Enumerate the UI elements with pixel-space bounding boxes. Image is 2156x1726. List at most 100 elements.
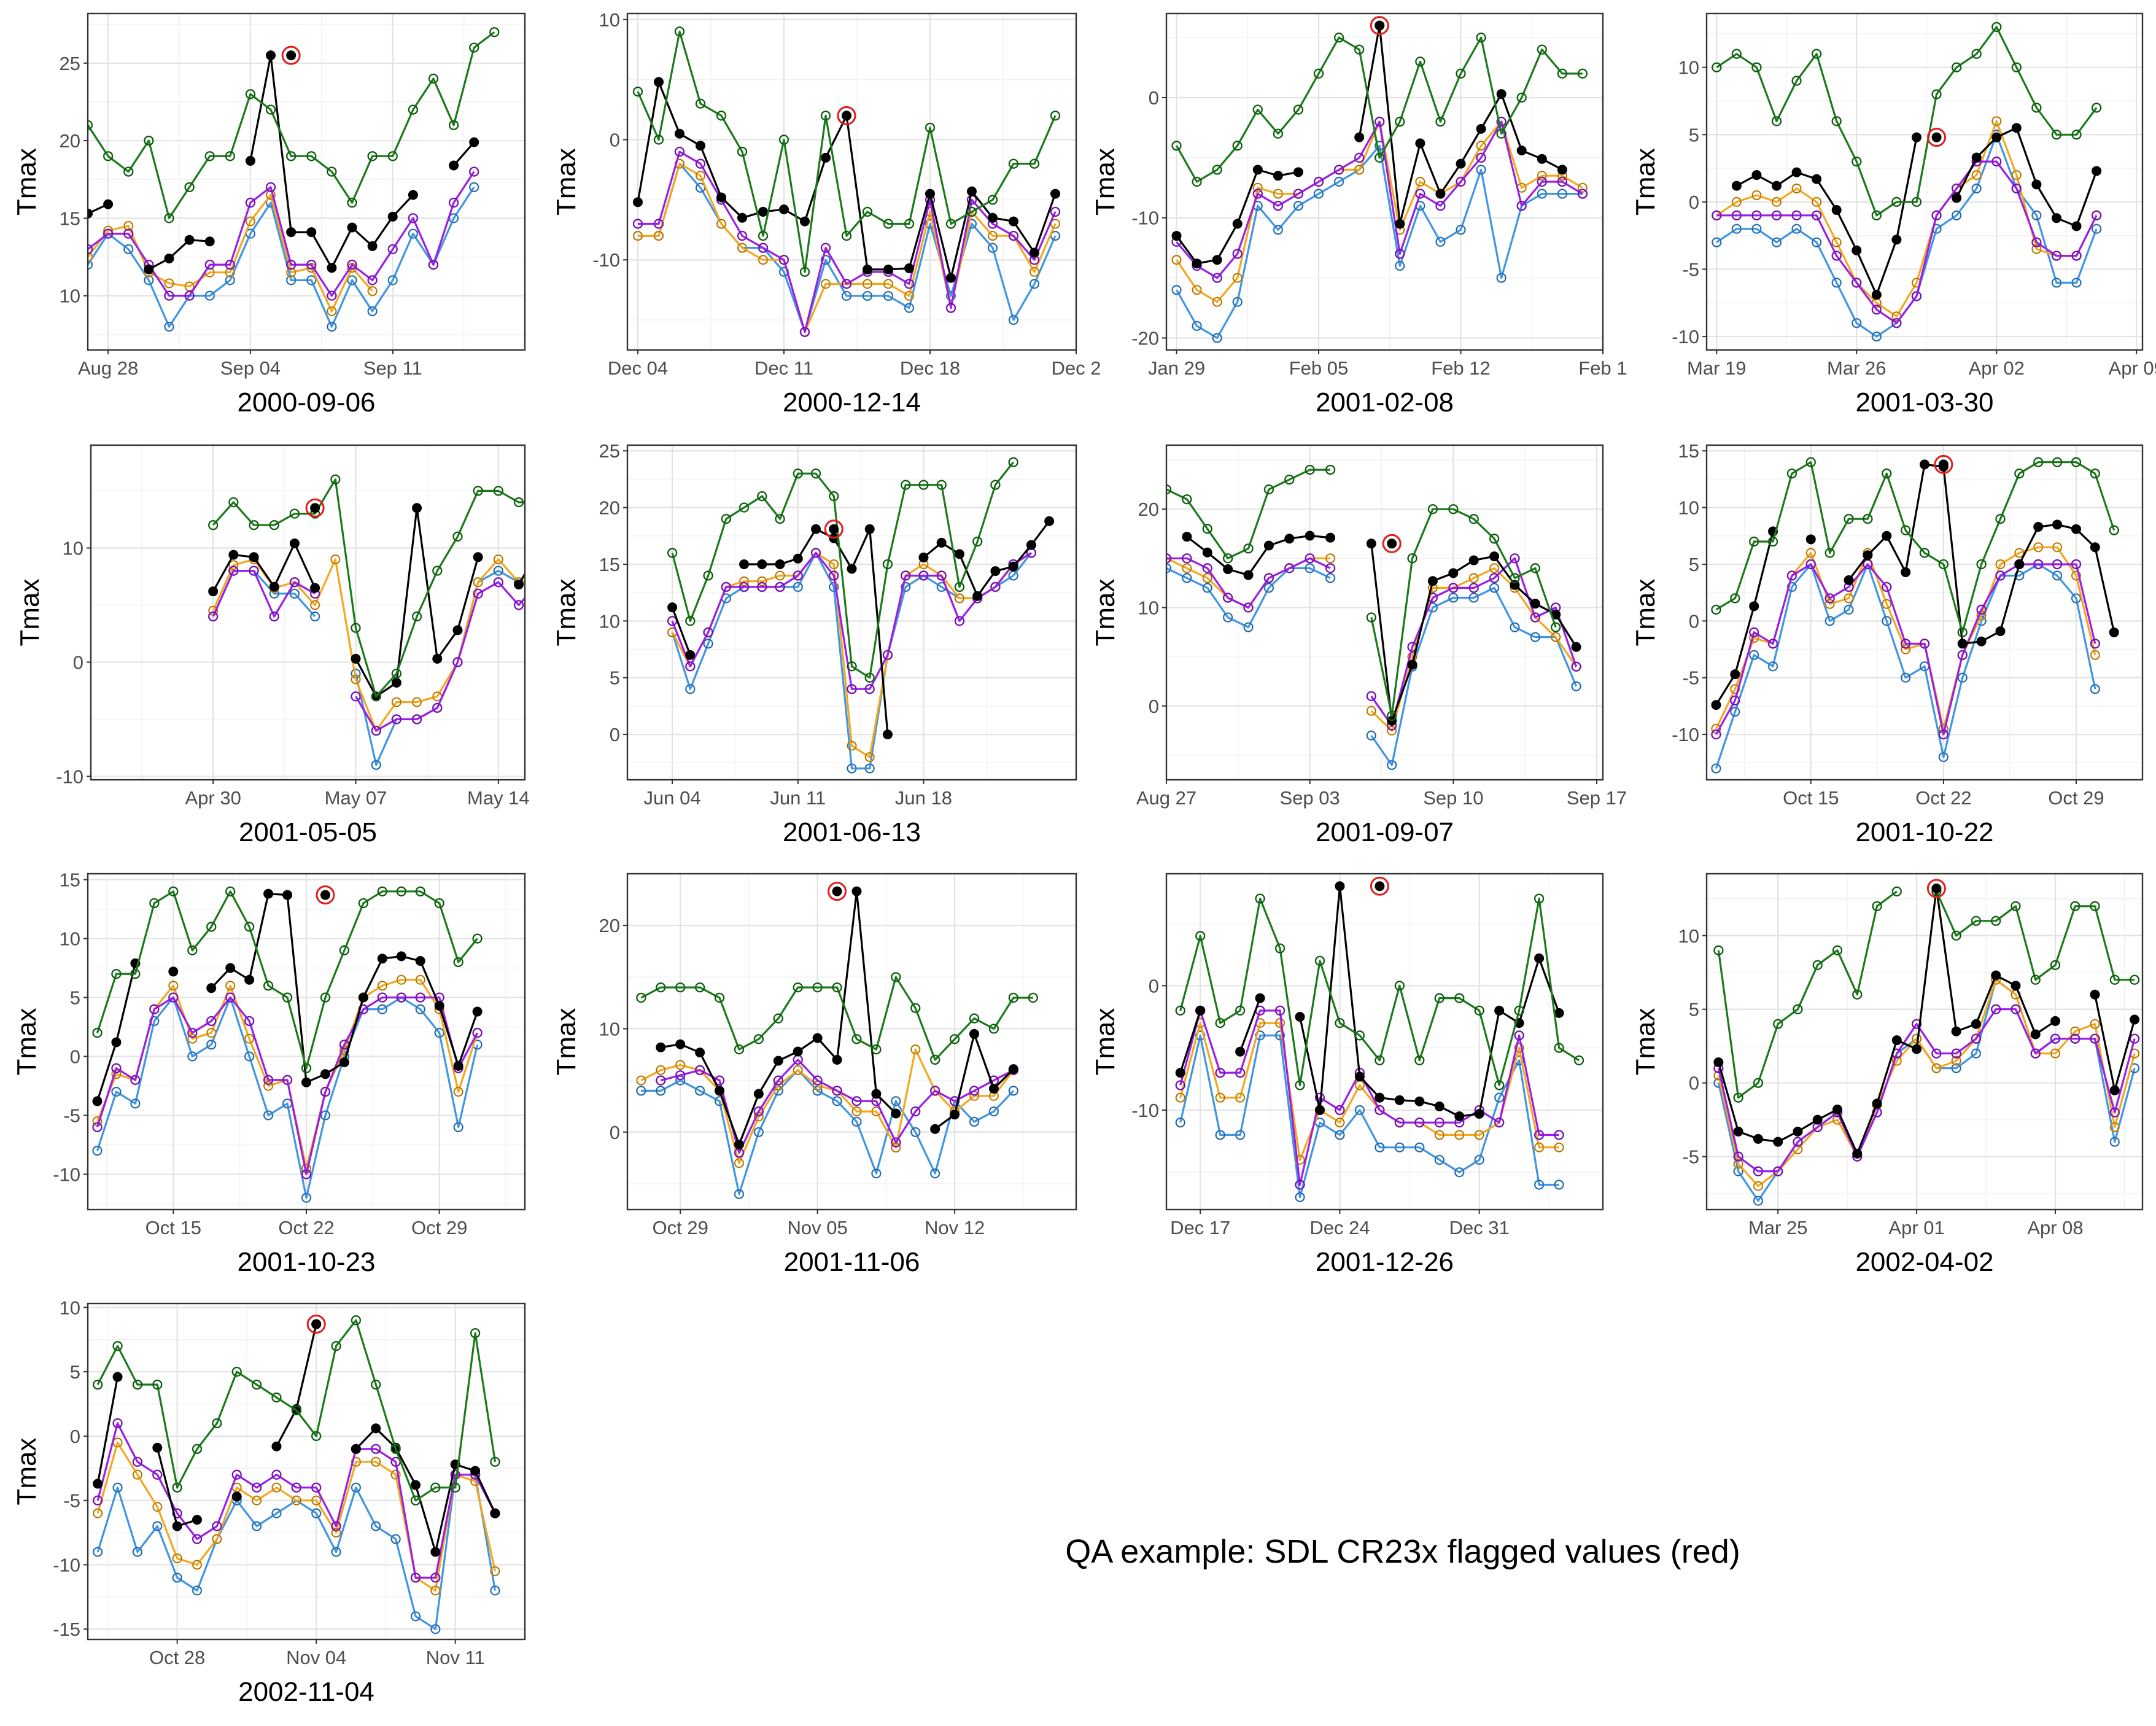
data-point-outline — [412, 714, 422, 724]
data-point-outline — [416, 1005, 425, 1014]
data-point-purple — [430, 1572, 441, 1583]
data-point-green — [1354, 1030, 1365, 1041]
data-point-black — [1793, 1126, 1803, 1137]
data-point-outline — [1355, 1030, 1365, 1040]
data-point-outline — [696, 171, 705, 181]
data-point-purple — [1476, 152, 1486, 163]
data-point-blue — [187, 1051, 198, 1062]
data-point-outline — [2070, 1027, 2080, 1036]
data-point-outline — [1901, 639, 1910, 648]
x-tick-label: Oct 29 — [2048, 787, 2104, 809]
data-point-green — [2109, 525, 2119, 535]
data-point-green — [450, 1482, 460, 1493]
data-point-green — [1273, 128, 1284, 139]
flagged-marker — [1927, 128, 1947, 147]
data-point-outline — [2090, 1019, 2100, 1029]
data-point-black — [1911, 132, 1921, 142]
data-point-outline — [774, 1076, 783, 1086]
data-point-orange — [1335, 1117, 1345, 1128]
data-point-outline — [290, 589, 300, 599]
data-point-outline — [883, 291, 893, 301]
data-point-orange — [2014, 548, 2025, 558]
data-point-outline — [1264, 583, 1274, 593]
data-point-black — [1771, 181, 1782, 191]
data-point-green — [1008, 158, 1019, 169]
data-point-outline — [576, 453, 584, 461]
panel-border — [626, 873, 1077, 1211]
data-point-black — [266, 50, 276, 61]
data-point-outline — [2050, 1034, 2060, 1044]
data-point-black — [1044, 516, 1055, 526]
data-point-outline — [1253, 189, 1263, 199]
data-point-outline — [950, 1096, 960, 1106]
data-point-outline — [1732, 211, 1742, 220]
data-point-black — [1009, 216, 1018, 227]
data-point-green — [1530, 563, 1541, 573]
data-point-outline — [865, 684, 875, 694]
data-point-outline — [205, 151, 215, 161]
data-point-black — [696, 141, 705, 151]
series-layer — [207, 453, 584, 771]
data-point-green — [988, 1024, 999, 1034]
data-point-orange — [535, 555, 543, 564]
flagged-point — [829, 524, 839, 534]
data-point-purple — [391, 714, 402, 725]
data-point-blue — [1753, 1195, 1764, 1206]
data-point-outline — [1273, 189, 1283, 199]
data-point-outline — [946, 303, 956, 313]
data-point-orange — [228, 560, 239, 570]
data-point-green — [1434, 993, 1444, 1003]
panel-title: 2000-12-14 — [783, 387, 921, 418]
data-point-outline — [133, 1457, 142, 1467]
data-point-black — [1335, 881, 1345, 892]
panel-border — [1705, 444, 2144, 781]
data-point-black — [2014, 559, 2025, 569]
data-point-outline — [392, 669, 401, 678]
data-point-black — [371, 1423, 381, 1434]
data-point-outline — [1825, 616, 1835, 626]
data-point-outline — [1753, 1167, 1763, 1176]
data-point-outline — [311, 1431, 321, 1441]
data-point-green — [1534, 893, 1545, 904]
data-point-outline — [246, 198, 255, 208]
data-point-outline — [779, 135, 789, 144]
data-point-blue — [1971, 183, 1982, 194]
data-point-outline — [2090, 468, 2100, 478]
data-point-purple — [945, 303, 956, 313]
data-point-outline — [1901, 645, 1910, 655]
data-point-orange — [331, 1527, 341, 1538]
data-point-blue — [149, 1016, 160, 1027]
data-point-outline — [1920, 639, 1929, 648]
data-point-outline — [452, 532, 462, 542]
data-point-outline — [754, 1034, 764, 1044]
data-point-outline — [452, 657, 462, 667]
data-point-outline — [1931, 1063, 1941, 1073]
data-point-outline — [1335, 1018, 1344, 1028]
data-point-green — [1333, 32, 1344, 43]
data-point-blue — [1537, 189, 1547, 199]
data-point-outline — [1793, 1137, 1802, 1147]
data-point-purple — [367, 275, 378, 286]
data-point-outline — [185, 182, 195, 192]
data-point-outline — [1030, 159, 1039, 169]
flagged-point — [286, 50, 297, 61]
series-layer — [88, 27, 500, 332]
data-point-green — [758, 230, 769, 241]
data-point-green — [1394, 981, 1405, 991]
data-point-outline — [1872, 305, 1882, 314]
data-point-outline — [901, 582, 910, 592]
data-point-outline — [1773, 1167, 1783, 1176]
data-point-purple — [1772, 1166, 1783, 1176]
data-point-outline — [1912, 291, 1921, 301]
data-point-purple — [1335, 1105, 1345, 1116]
data-point-outline — [2014, 570, 2024, 580]
data-point-green — [775, 513, 785, 524]
panel-border — [1165, 444, 1604, 781]
data-point-outline — [514, 600, 524, 610]
data-point-black — [667, 602, 678, 613]
data-point-outline — [863, 291, 872, 301]
data-point-purple — [1243, 602, 1254, 613]
data-point-black — [1255, 993, 1265, 1003]
